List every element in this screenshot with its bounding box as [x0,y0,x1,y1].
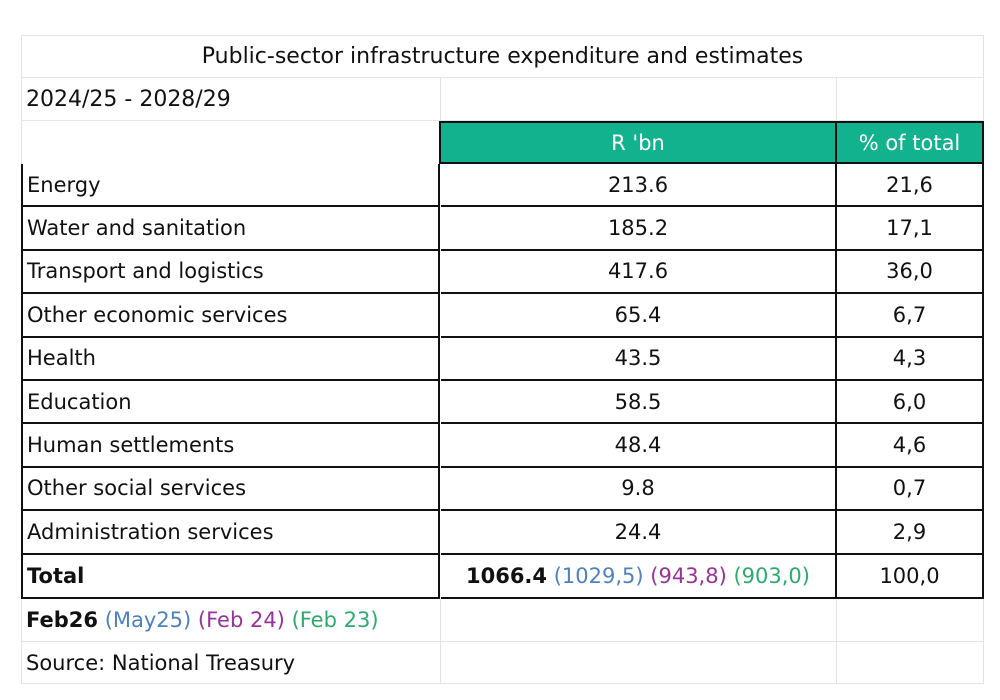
total-row: Total 1066.4 (1029,5) (943,8) (903,0) 10… [21,555,984,599]
legend-feb26: Feb26 [26,608,98,632]
row-rbn: 58.5 [441,381,837,425]
row-pct: 0,7 [837,467,984,512]
row-rbn: 24.4 [441,511,837,555]
source-row: Source: National Treasury [22,642,984,684]
total-feb26: 1066.4 [465,564,548,588]
row-pct: 6,7 [837,294,984,338]
title-row: Public-sector infrastructure expenditure… [22,36,984,78]
row-pct: 6,0 [837,381,984,425]
row-label: Other social services [21,467,440,512]
legend-may25: (May25) [104,608,192,632]
row-rbn: 213.6 [441,164,837,208]
row-label: Administration services [21,511,440,555]
row-label: Health [21,337,440,381]
row-label: Water and sanitation [21,207,440,251]
row-label: Education [21,381,440,425]
infrastructure-table: Public-sector infrastructure expenditure… [21,35,984,684]
table-row: Energy 213.6 21,6 [21,164,984,208]
row-pct: 36,0 [837,250,984,295]
row-rbn: 43.5 [441,337,837,381]
row-rbn: 9.8 [441,467,837,512]
legend-feb23: (Feb 23) [291,608,379,632]
period-label: 2024/25 - 2028/29 [22,78,441,121]
legend-feb24: (Feb 24) [197,608,285,632]
table-row: Education 58.5 6,0 [21,381,984,425]
row-pct: 4,6 [837,424,984,468]
total-feb24: (943,8) [650,564,727,588]
total-pct: 100,0 [837,555,984,599]
row-label: Transport and logistics [21,250,440,295]
source-note: Source: National Treasury [22,642,441,684]
period-row: 2024/25 - 2028/29 [22,78,984,121]
row-rbn: 65.4 [441,294,837,338]
header-row: R 'bn % of total [22,121,984,164]
row-label: Energy [21,164,440,208]
table-row: Health 43.5 4,3 [21,337,984,381]
row-pct: 17,1 [837,207,984,251]
row-rbn: 185.2 [441,207,837,251]
row-pct: 21,6 [837,164,984,208]
row-rbn: 417.6 [441,250,837,295]
header-pct: % of total [837,121,984,164]
table-row: Other economic services 65.4 6,7 [21,294,984,338]
total-label: Total [21,555,440,599]
total-feb23: (903,0) [733,564,810,588]
total-rbn: 1066.4 (1029,5) (943,8) (903,0) [441,555,837,599]
table-row: Administration services 24.4 2,9 [21,511,984,555]
table-row: Other social services 9.8 0,7 [21,467,984,512]
row-label: Human settlements [21,424,440,468]
header-rbn: R 'bn [441,121,837,164]
legend-row: Feb26 (May25) (Feb 24) (Feb 23) [22,599,984,642]
row-label: Other economic services [21,294,440,338]
total-may25: (1029,5) [553,564,644,588]
row-pct: 4,3 [837,337,984,381]
row-pct: 2,9 [837,511,984,555]
table-row: Water and sanitation 185.2 17,1 [21,207,984,251]
row-rbn: 48.4 [441,424,837,468]
table-title: Public-sector infrastructure expenditure… [22,36,984,78]
table-row: Transport and logistics 417.6 36,0 [21,250,984,295]
legend: Feb26 (May25) (Feb 24) (Feb 23) [22,599,441,642]
table-row: Human settlements 48.4 4,6 [21,424,984,468]
